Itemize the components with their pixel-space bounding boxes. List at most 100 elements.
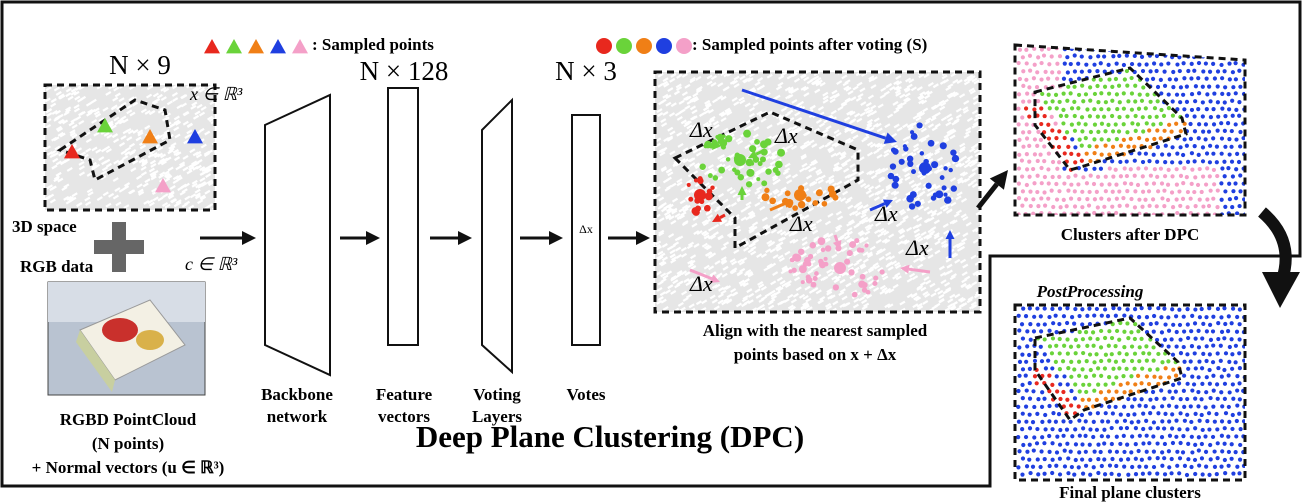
point — [1227, 137, 1231, 141]
point — [1061, 434, 1065, 438]
point — [1205, 419, 1209, 423]
cluster-dot — [790, 258, 795, 263]
point — [1017, 153, 1021, 157]
point — [1145, 359, 1149, 363]
point — [1099, 450, 1103, 454]
point — [1043, 413, 1047, 417]
point — [1153, 167, 1157, 171]
cluster-dot — [928, 140, 935, 147]
point — [1111, 367, 1115, 371]
point — [1046, 77, 1050, 81]
cluster-dot — [811, 282, 817, 288]
point — [1117, 473, 1121, 477]
point — [1107, 182, 1111, 186]
point — [1144, 152, 1148, 156]
point — [1102, 115, 1106, 119]
point — [1072, 472, 1076, 476]
point — [1080, 413, 1084, 417]
point — [1106, 123, 1110, 127]
point — [1216, 397, 1220, 401]
cluster-dot — [808, 254, 813, 259]
point — [1237, 100, 1241, 104]
point — [1222, 160, 1226, 164]
stage-dims: N × 128 — [360, 56, 449, 86]
point — [1077, 374, 1081, 378]
point — [1166, 359, 1170, 363]
point — [1102, 441, 1106, 445]
point — [1133, 54, 1137, 58]
point — [1066, 456, 1070, 460]
point — [1162, 189, 1166, 193]
point — [1031, 420, 1035, 424]
point — [1020, 115, 1024, 119]
point — [1147, 382, 1151, 386]
point — [1126, 99, 1130, 103]
point — [1141, 472, 1145, 476]
stage-label: Voting — [473, 385, 521, 404]
point — [1125, 426, 1129, 430]
stage-label: Feature — [376, 385, 433, 404]
point — [1080, 205, 1084, 209]
point — [1117, 84, 1121, 88]
point — [1065, 337, 1069, 341]
cluster-dot — [764, 138, 771, 145]
point — [1175, 62, 1179, 66]
point — [1170, 174, 1174, 178]
point — [1017, 345, 1021, 349]
point — [1036, 323, 1040, 327]
point — [1119, 144, 1123, 148]
caption-line: (N points) — [92, 434, 164, 453]
cluster-dot — [915, 201, 921, 207]
point — [1130, 465, 1134, 469]
point — [1132, 145, 1136, 149]
space-label: 3D space — [12, 217, 77, 236]
point — [1027, 144, 1031, 148]
point — [1121, 196, 1125, 200]
point — [1070, 106, 1074, 110]
point — [1016, 465, 1020, 469]
point — [1084, 450, 1088, 454]
point — [1114, 390, 1118, 394]
point — [1138, 93, 1142, 97]
point — [1073, 69, 1077, 73]
point — [1230, 205, 1234, 209]
point — [1040, 181, 1044, 185]
point — [1066, 189, 1070, 193]
point — [1208, 99, 1212, 103]
point — [1207, 427, 1211, 431]
point — [1193, 351, 1197, 355]
point — [1230, 321, 1234, 325]
point — [1137, 62, 1141, 66]
point — [1095, 398, 1099, 402]
cluster-dot — [746, 181, 752, 187]
point — [1103, 307, 1107, 311]
point — [1092, 465, 1096, 469]
point — [1107, 107, 1111, 111]
box-art — [136, 330, 164, 350]
point — [1185, 100, 1189, 104]
point — [1174, 390, 1178, 394]
point — [1168, 390, 1172, 394]
point — [1125, 352, 1129, 356]
point — [1025, 92, 1029, 96]
point — [1035, 381, 1039, 385]
point — [1156, 426, 1160, 430]
point — [1035, 190, 1039, 194]
point — [1147, 456, 1151, 460]
point — [1208, 70, 1212, 74]
point — [1017, 196, 1021, 200]
point — [1020, 383, 1024, 387]
point — [1021, 307, 1025, 311]
point — [1074, 338, 1078, 342]
point — [1193, 426, 1197, 430]
point — [1039, 449, 1043, 453]
point — [1061, 359, 1065, 363]
cluster-dot — [761, 193, 769, 201]
legend-dot — [616, 38, 632, 54]
point — [1197, 463, 1201, 467]
point — [1088, 473, 1092, 477]
point — [1108, 166, 1112, 170]
point — [1077, 314, 1081, 318]
point — [1058, 306, 1062, 310]
point — [1223, 145, 1227, 149]
